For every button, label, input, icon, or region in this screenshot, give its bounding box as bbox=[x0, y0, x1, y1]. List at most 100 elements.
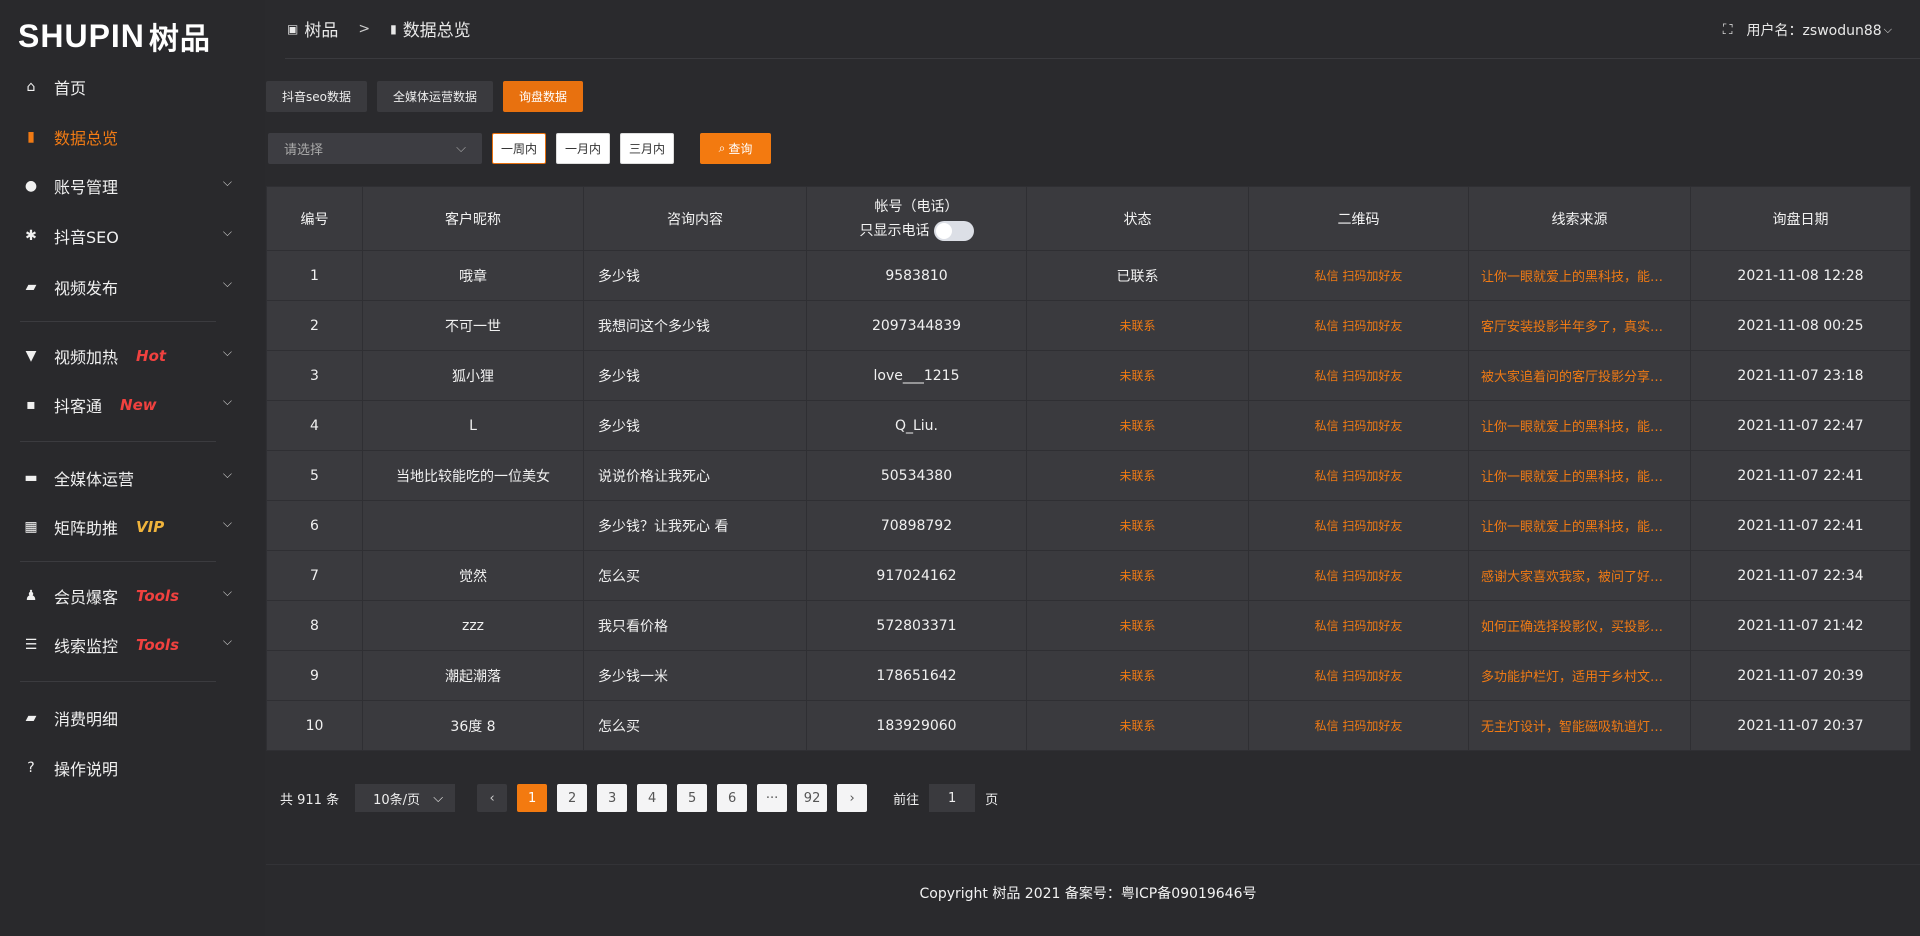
badge-tools: Tools bbox=[136, 636, 179, 654]
qr-actions[interactable]: 私信 扫码加好友 bbox=[1248, 550, 1469, 601]
page-button-2[interactable]: 2 bbox=[557, 784, 588, 812]
sidebar-item-8[interactable]: ▦ 矩阵助推 VIP ⌵ bbox=[22, 512, 232, 542]
inquiry-content: 多少钱？让我死心 看 bbox=[583, 500, 807, 551]
account: Q_Liu. bbox=[806, 400, 1027, 451]
qr-actions[interactable]: 私信 扫码加好友 bbox=[1248, 450, 1469, 501]
chevron-down-icon[interactable]: ⌵ bbox=[222, 585, 232, 599]
chevron-down-icon[interactable]: ⌵ bbox=[222, 276, 232, 290]
sidebar-item-12[interactable]: ? 操作说明 bbox=[22, 753, 232, 783]
next-page-button[interactable]: › bbox=[837, 784, 868, 812]
divider bbox=[20, 441, 216, 442]
account: 2097344839 bbox=[806, 300, 1027, 351]
column-title: 客户昵称 bbox=[445, 211, 501, 228]
chevron-down-icon[interactable]: ⌵ bbox=[222, 634, 232, 648]
qr-actions[interactable]: 私信 扫码加好友 bbox=[1248, 700, 1469, 751]
sidebar-item-11[interactable]: ▰ 消费明细 bbox=[22, 703, 232, 733]
filter-bar: 请选择 ⌵ 一周内 一月内 三月内 ⌕ 查询 bbox=[268, 133, 772, 164]
range-button-0[interactable]: 一周内 bbox=[492, 133, 547, 164]
breadcrumb: ▣ 树品 > ▮ 数据总览 bbox=[287, 16, 471, 42]
lead-source[interactable]: 让你一眼就爱上的黑科技，能… bbox=[1468, 400, 1691, 451]
header: ▣ 树品 > ▮ 数据总览 ⛶ 用户名：zswodun88 ⌵ bbox=[285, 0, 1920, 59]
row-id: 7 bbox=[266, 550, 363, 601]
sidebar: SHUPIN 树品 ⌂ 首页 ▮ 数据总览 ● 账号管理 ⌵ ✱ 抖音SEO ⌵ ▰ 视频发布 ⌵ ▼ 视频加… bbox=[0, 0, 265, 936]
breadcrumb-current: 数据总览 bbox=[402, 21, 471, 41]
sidebar-item-4[interactable]: ▰ 视频发布 ⌵ bbox=[22, 272, 232, 302]
page-button-5[interactable]: 5 bbox=[677, 784, 708, 812]
sidebar-item-6[interactable]: ▪ 抖客通 New ⌵ bbox=[22, 390, 232, 420]
page-button-1[interactable]: 1 bbox=[517, 784, 548, 812]
qr-actions[interactable]: 私信 扫码加好友 bbox=[1248, 250, 1469, 301]
sidebar-item-9[interactable]: ♟ 会员爆客 Tools ⌵ bbox=[22, 581, 232, 611]
lead-source[interactable]: 客厅安装投影半年多了，真实… bbox=[1468, 300, 1691, 351]
qr-actions[interactable]: 私信 扫码加好友 bbox=[1248, 600, 1469, 651]
sidebar-item-label: 账号管理 bbox=[54, 178, 119, 197]
sidebar-item-1[interactable]: ▮ 数据总览 bbox=[22, 122, 232, 152]
chevron-down-icon[interactable]: ⌵ bbox=[222, 175, 232, 189]
breadcrumb-home[interactable]: 树品 bbox=[304, 21, 339, 41]
fullscreen-icon[interactable]: ⛶ bbox=[1722, 22, 1733, 38]
page-button-6[interactable]: 6 bbox=[717, 784, 748, 812]
inquiry-content: 说说价格让我死心 bbox=[583, 450, 807, 501]
qr-actions[interactable]: 私信 扫码加好友 bbox=[1248, 650, 1469, 701]
page-button-···[interactable]: ··· bbox=[757, 784, 788, 812]
page-button-4[interactable]: 4 bbox=[637, 784, 668, 812]
tab-0[interactable]: 抖音seo数据 bbox=[266, 81, 367, 112]
lead-source[interactable]: 感谢大家喜欢我家，被问了好… bbox=[1468, 550, 1691, 601]
lead-source[interactable]: 如何正确选择投影仪，买投影… bbox=[1468, 600, 1691, 651]
column-header: 咨询内容 bbox=[583, 186, 807, 251]
page-button-92[interactable]: 92 bbox=[797, 784, 828, 812]
sidebar-item-3[interactable]: ✱ 抖音SEO ⌵ bbox=[22, 221, 232, 251]
lead-source[interactable]: 多功能护栏灯，适用于乡村文… bbox=[1468, 650, 1691, 701]
qr-actions[interactable]: 私信 扫码加好友 bbox=[1248, 400, 1469, 451]
sidebar-item-5[interactable]: ▼ 视频加热 Hot ⌵ bbox=[22, 341, 232, 371]
lead-source[interactable]: 被大家追着问的客厅投影分享… bbox=[1468, 350, 1691, 401]
status: 未联系 bbox=[1026, 600, 1249, 651]
range-button-1[interactable]: 一月内 bbox=[556, 133, 611, 164]
qr-actions[interactable]: 私信 扫码加好友 bbox=[1248, 350, 1469, 401]
chevron-down-icon[interactable]: ⌵ bbox=[222, 345, 232, 359]
grid-icon: ▦ bbox=[24, 519, 38, 535]
chevron-down-icon[interactable]: ⌵ bbox=[1883, 23, 1892, 36]
sidebar-item-7[interactable]: ▬ 全媒体运营 ⌵ bbox=[22, 463, 232, 493]
goto-page-input[interactable]: 1 bbox=[929, 784, 976, 812]
account: 572803371 bbox=[806, 600, 1027, 651]
tab-2[interactable]: 询盘数据 bbox=[503, 81, 584, 112]
chevron-down-icon[interactable]: ⌵ bbox=[222, 516, 232, 530]
table-row: 9 潮起潮落 多少钱一米 178651642 未联系 私信 扫码加好友 多功能护栏灯，适用于… bbox=[266, 650, 1911, 701]
tab-1[interactable]: 全媒体运营数据 bbox=[376, 81, 493, 112]
sidebar-item-0[interactable]: ⌂ 首页 bbox=[22, 72, 232, 102]
qr-actions[interactable]: 私信 扫码加好友 bbox=[1248, 500, 1469, 551]
status: 已联系 bbox=[1026, 250, 1249, 301]
sidebar-item-label: 矩阵助推 bbox=[54, 519, 119, 538]
badge-hot: Hot bbox=[136, 347, 167, 365]
phone-only-toggle[interactable] bbox=[933, 221, 974, 241]
logo[interactable]: SHUPIN 树品 bbox=[18, 17, 211, 57]
help-icon: ? bbox=[27, 760, 35, 776]
sliders-icon: ☰ bbox=[24, 637, 38, 653]
chevron-down-icon[interactable]: ⌵ bbox=[222, 394, 232, 408]
sidebar-item-2[interactable]: ● 账号管理 ⌵ bbox=[22, 171, 232, 201]
badge-vip: VIP bbox=[136, 518, 165, 536]
table-row: 1 哦章 多少钱 9583810 已联系 私信 扫码加好友 让你一眼就爱上的黑科技，能… 20… bbox=[266, 250, 1911, 301]
chevron-down-icon[interactable]: ⌵ bbox=[222, 467, 232, 481]
pagination: 共 911 条 10条/页 ⌵ ‹ 1 2 3 4 5 6 ··· 92 › 前往 1 页 bbox=[280, 784, 998, 812]
sidebar-item-10[interactable]: ☰ 线索监控 Tools ⌵ bbox=[22, 630, 232, 660]
source-select[interactable]: 请选择 ⌵ bbox=[268, 133, 482, 164]
range-button-2[interactable]: 三月内 bbox=[620, 133, 675, 164]
qr-actions[interactable]: 私信 扫码加好友 bbox=[1248, 300, 1469, 351]
page-size-select[interactable]: 10条/页 ⌵ bbox=[355, 784, 456, 812]
table-row: 2 不可一世 我想问这个多少钱 2097344839 未联系 私信 扫码加好友 客厅安装投影… bbox=[266, 300, 1911, 351]
data-tabs: 抖音seo数据 全媒体运营数据 询盘数据 bbox=[266, 81, 584, 112]
chevron-down-icon[interactable]: ⌵ bbox=[222, 225, 232, 239]
lead-source[interactable]: 让你一眼就爱上的黑科技，能… bbox=[1468, 250, 1691, 301]
lead-source[interactable]: 无主灯设计，智能磁吸轨道灯… bbox=[1468, 700, 1691, 751]
sidebar-item-label: 会员爆客 bbox=[54, 588, 119, 607]
bar-chart-icon: ▮ bbox=[27, 129, 35, 145]
monitor-icon: ▬ bbox=[24, 470, 38, 486]
page-button-3[interactable]: 3 bbox=[597, 784, 628, 812]
user-menu[interactable]: 用户名：zswodun88 bbox=[1746, 23, 1882, 39]
prev-page-button[interactable]: ‹ bbox=[477, 784, 508, 812]
query-button[interactable]: ⌕ 查询 bbox=[700, 133, 772, 164]
lead-source[interactable]: 让你一眼就爱上的黑科技，能… bbox=[1468, 450, 1691, 501]
lead-source[interactable]: 让你一眼就爱上的黑科技，能… bbox=[1468, 500, 1691, 551]
